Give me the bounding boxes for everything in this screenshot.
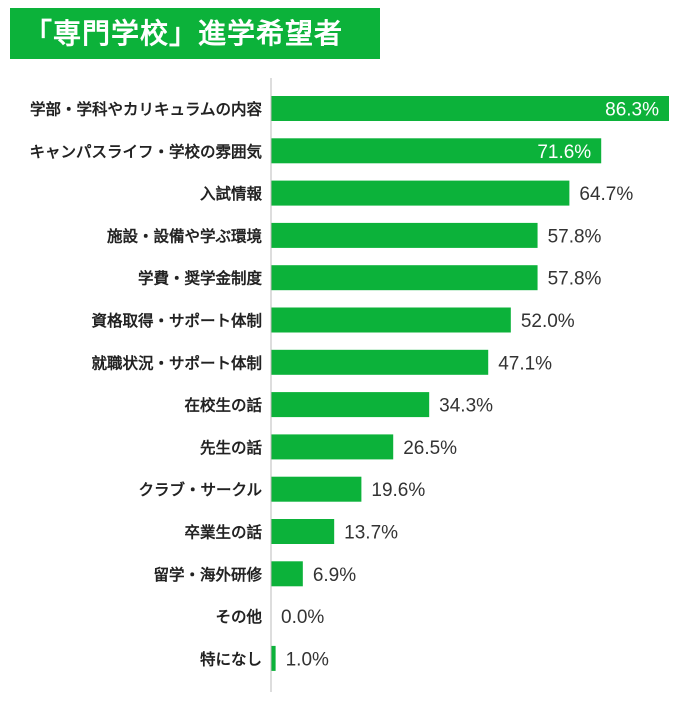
bar-7 (271, 349, 489, 375)
value-label-13: 0.0% (281, 607, 324, 628)
category-label-10: クラブ・サークル (138, 480, 262, 499)
bar-2 (271, 138, 602, 164)
category-labels-layer: 学部・学科やカリキュラムの内容キャンパスライフ・学校の雰囲気入試情報施設・設備や… (29, 100, 262, 669)
value-label-8: 34.3% (439, 396, 493, 417)
category-label-14: 特になし (200, 649, 262, 668)
value-label-2: 71.6% (537, 142, 591, 163)
value-label-1: 86.3% (605, 100, 659, 121)
bar-1 (271, 96, 669, 121)
value-label-7: 47.1% (498, 353, 552, 374)
bar-8 (271, 392, 430, 418)
category-label-11: 卒業生の話 (184, 523, 262, 542)
value-label-6: 52.0% (521, 311, 575, 332)
value-label-14: 1.0% (286, 649, 329, 670)
category-label-2: キャンパスライフ・学校の雰囲気 (29, 142, 262, 161)
value-label-12: 6.9% (313, 565, 356, 586)
value-label-11: 13.7% (344, 523, 398, 544)
category-label-6: 資格取得・サポート体制 (91, 311, 262, 330)
value-label-4: 57.8% (548, 226, 602, 247)
value-label-5: 57.8% (548, 269, 602, 290)
bar-10 (271, 476, 362, 502)
category-label-12: 留学・海外研修 (153, 565, 262, 584)
chart-title: 「専門学校」進学希望者 (10, 8, 380, 59)
bar-3 (271, 180, 570, 206)
value-label-9: 26.5% (403, 438, 457, 459)
bar-11 (271, 519, 335, 544)
category-label-3: 入試情報 (200, 184, 263, 203)
bar-5 (271, 265, 538, 291)
category-label-5: 学費・奨学金制度 (138, 269, 263, 288)
bar-12 (271, 561, 303, 587)
bar-14 (271, 645, 276, 671)
category-label-9: 先生の話 (200, 438, 263, 457)
bar-4 (271, 222, 538, 248)
value-label-3: 64.7% (579, 184, 633, 205)
bar-6 (271, 307, 511, 333)
bar-9 (271, 434, 394, 460)
bars-layer (271, 96, 669, 671)
value-labels-layer: 86.3% 71.6% 64.7% 57.8% 57.8% 52.0% 47.1% 34.3%… (281, 100, 659, 671)
category-label-8: 在校生の話 (184, 396, 262, 415)
category-label-13: その他 (215, 607, 262, 626)
category-label-7: 就職状況・サポート体制 (91, 353, 262, 372)
value-label-10: 19.6% (371, 480, 425, 501)
category-label-1: 学部・学科やカリキュラムの内容 (30, 100, 263, 119)
category-label-4: 施設・設備や学ぶ環境 (107, 226, 263, 245)
